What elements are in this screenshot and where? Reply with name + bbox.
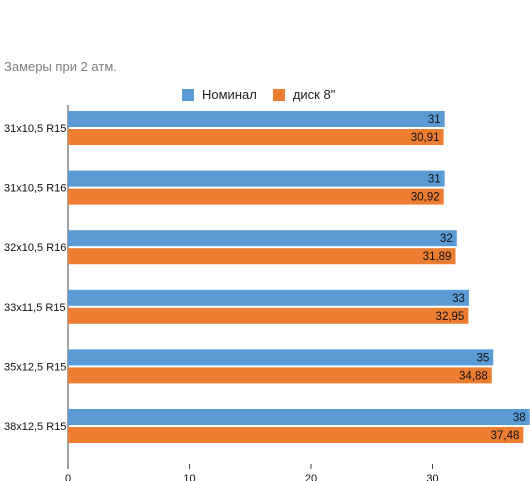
x-tick-label: 0	[65, 473, 71, 481]
category-label: 33x11,5 R15	[4, 302, 66, 314]
legend-label-series1: диск 8"	[292, 87, 336, 102]
x-tick-label: 30	[426, 473, 438, 481]
bar-value-label: 32	[440, 233, 453, 245]
bar-value-label: 35	[476, 352, 489, 364]
bar-series1	[68, 367, 492, 384]
bar-series1	[68, 129, 444, 145]
bar-value-label: 34,88	[459, 370, 488, 382]
chart-title: Замеры при 2 атм.	[4, 59, 117, 74]
bar-series1	[68, 188, 444, 205]
bar-value-label: 30,91	[411, 132, 440, 144]
category-label: 38x12,5 R15	[4, 421, 66, 433]
legend-label-series0: Номинал	[202, 87, 257, 102]
bar-series1	[68, 427, 524, 443]
bar-value-label: 33	[452, 293, 465, 305]
x-tick-label: 20	[305, 473, 317, 481]
bar-series0	[68, 289, 469, 306]
category-label: 35x12,5 R15	[4, 361, 66, 373]
bar-series0	[68, 349, 494, 366]
bar-series0	[68, 230, 457, 247]
category-label: 31x10,5 R16	[4, 183, 66, 195]
legend-item-series1[interactable]: диск 8"	[272, 87, 336, 102]
bar-series0	[68, 409, 530, 425]
bar-series0	[68, 170, 445, 187]
legend-swatch-series0	[182, 88, 194, 101]
bar-value-label: 37,48	[491, 430, 520, 442]
legend-item-series0[interactable]: Номинал	[182, 87, 257, 102]
bar-series1	[68, 307, 469, 324]
legend-swatch-series1	[272, 88, 285, 101]
category-label: 31x10,5 R15	[4, 123, 66, 135]
bar-value-label: 32,95	[436, 311, 465, 323]
bar-value-label: 30,92	[411, 192, 440, 204]
bar-series0	[68, 111, 445, 127]
bar-value-label: 31	[428, 114, 441, 126]
category-label: 32x10,5 R16	[4, 242, 66, 254]
bar-value-label: 31	[428, 174, 441, 186]
x-tick-label: 10	[183, 473, 195, 481]
bar-value-label: 38	[513, 412, 526, 424]
legend: Номинал диск 8"	[182, 87, 351, 102]
bar-series1	[68, 248, 456, 265]
bar-value-label: 31,89	[423, 251, 452, 263]
